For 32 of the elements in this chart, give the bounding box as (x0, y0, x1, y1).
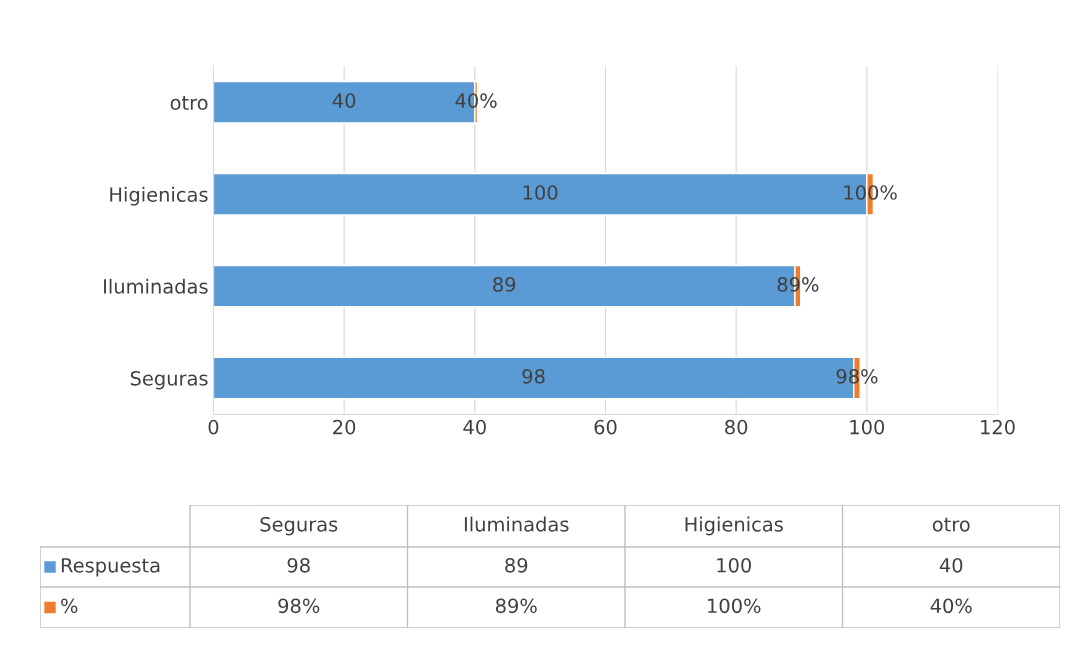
category-label: Higienicas (685, 516, 783, 536)
legend-label: % (61, 598, 78, 614)
x-tick-label: 100 (850, 419, 885, 435)
data-label: 40 (332, 93, 356, 108)
x-tick-label: 0 (208, 419, 219, 435)
data-label: 98% (836, 368, 878, 384)
x-tick-label: 20 (333, 419, 356, 435)
category-label: otro (932, 517, 970, 532)
text: 98% (278, 598, 320, 614)
legend-label: Respuesta (61, 558, 160, 577)
y-tick-label: Seguras (130, 370, 208, 390)
text: 40 (939, 557, 963, 573)
x-tick-label: 60 (594, 419, 617, 435)
data-label: 98 (522, 368, 545, 384)
category-label: Iluminadas (464, 516, 569, 532)
x-tick-label: 120 (981, 419, 1015, 435)
data-label: 89 (493, 277, 516, 292)
y-tick-label: otro (170, 96, 208, 110)
y-tick-label: Higienicas (110, 186, 208, 206)
x-tick-label: 40 (463, 419, 486, 435)
x-tick-label: 80 (725, 419, 748, 435)
category-label: Seguras (260, 516, 338, 536)
text: 100% (708, 598, 761, 614)
text: 100 (717, 557, 752, 573)
text: 89% (495, 598, 537, 614)
data-label: 100 (523, 185, 558, 200)
data-label: 89% (777, 277, 819, 292)
data-label: 100% (844, 185, 897, 200)
text: 98 (287, 557, 310, 573)
text: 89 (505, 557, 528, 573)
text: 40% (930, 598, 972, 614)
y-tick-label: Iluminadas (104, 278, 208, 294)
